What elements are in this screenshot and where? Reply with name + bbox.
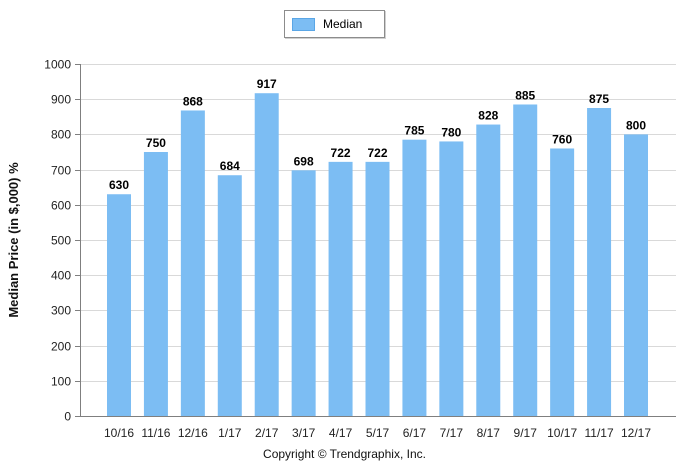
x-tick-label: 11/17: [585, 426, 614, 440]
data-label: 875: [589, 92, 609, 106]
bar-5-17: [365, 161, 390, 416]
bar-11-17: [587, 108, 612, 416]
x-tick-label: 10/16: [104, 426, 134, 440]
data-label: 917: [257, 77, 277, 91]
data-label: 885: [515, 88, 535, 102]
data-label: 828: [478, 109, 498, 123]
bar-12-17: [624, 134, 648, 416]
bar-12-16: [180, 110, 205, 417]
x-tick-label: 12/17: [621, 426, 651, 440]
data-label: 630: [109, 178, 129, 192]
x-tick-label: 6/17: [403, 426, 427, 440]
bar-9-17: [513, 104, 538, 416]
legend: Median: [284, 10, 385, 38]
data-label: 868: [183, 94, 203, 108]
x-tick-label: 3/17: [292, 426, 316, 440]
bar-10-17: [550, 148, 575, 417]
legend-swatch-median: [292, 18, 315, 31]
x-tick-label: 1/17: [218, 426, 242, 440]
x-tick-label: 2/17: [255, 426, 279, 440]
bar-2-17: [254, 93, 279, 416]
y-tick-label: 700: [51, 164, 71, 178]
y-tick-label: 200: [51, 340, 71, 354]
x-tick-label: 7/17: [440, 426, 464, 440]
bar-3-17: [291, 170, 316, 416]
data-label: 780: [441, 125, 461, 139]
bar-11-16: [143, 152, 168, 416]
bar-1-17: [217, 175, 242, 416]
y-tick-label: 1000: [44, 58, 71, 72]
x-tick-label: 10/17: [547, 426, 577, 440]
y-tick-label: 600: [51, 199, 71, 213]
data-label: 684: [220, 159, 240, 173]
y-tick-label: 900: [51, 93, 71, 107]
data-label: 760: [552, 132, 572, 146]
data-labels: 630 750 868 684 917 698 722 722 785 780 828 885 760 8…: [109, 77, 646, 192]
bar-6-17: [402, 139, 427, 416]
data-label: 785: [404, 124, 424, 138]
y-tick-label: 100: [51, 375, 71, 389]
copyright-text: Copyright © Trendgraphix, Inc.: [263, 447, 426, 461]
data-label: 800: [626, 118, 646, 132]
data-label: 750: [146, 136, 166, 150]
x-tick-label: 8/17: [477, 426, 501, 440]
x-tick-label: 4/17: [329, 426, 353, 440]
bar-7-17: [439, 141, 464, 416]
x-tick-label: 11/16: [141, 426, 170, 440]
y-tick-label: 800: [51, 128, 71, 142]
bar-4-17: [328, 161, 353, 416]
y-axis-title: Median Price (in $,000) %: [6, 162, 21, 318]
data-label: 698: [294, 154, 314, 168]
x-tick-label: 9/17: [514, 426, 538, 440]
axes: 0 100 200 300 400 500 600 700 800 900 1000 10/16 11/…: [44, 58, 676, 440]
data-label: 722: [331, 146, 351, 160]
bars: [107, 93, 648, 417]
x-tick-label: 12/16: [178, 426, 208, 440]
y-tick-label: 300: [51, 304, 71, 318]
bar-8-17: [476, 124, 501, 416]
bar-10-16: [107, 194, 131, 416]
y-tick-label: 500: [51, 234, 71, 248]
data-label: 722: [367, 146, 387, 160]
y-tick-label: 0: [64, 410, 71, 424]
y-tick-label: 400: [51, 269, 71, 283]
legend-label-median: Median: [323, 17, 363, 31]
x-tick-label: 5/17: [366, 426, 390, 440]
